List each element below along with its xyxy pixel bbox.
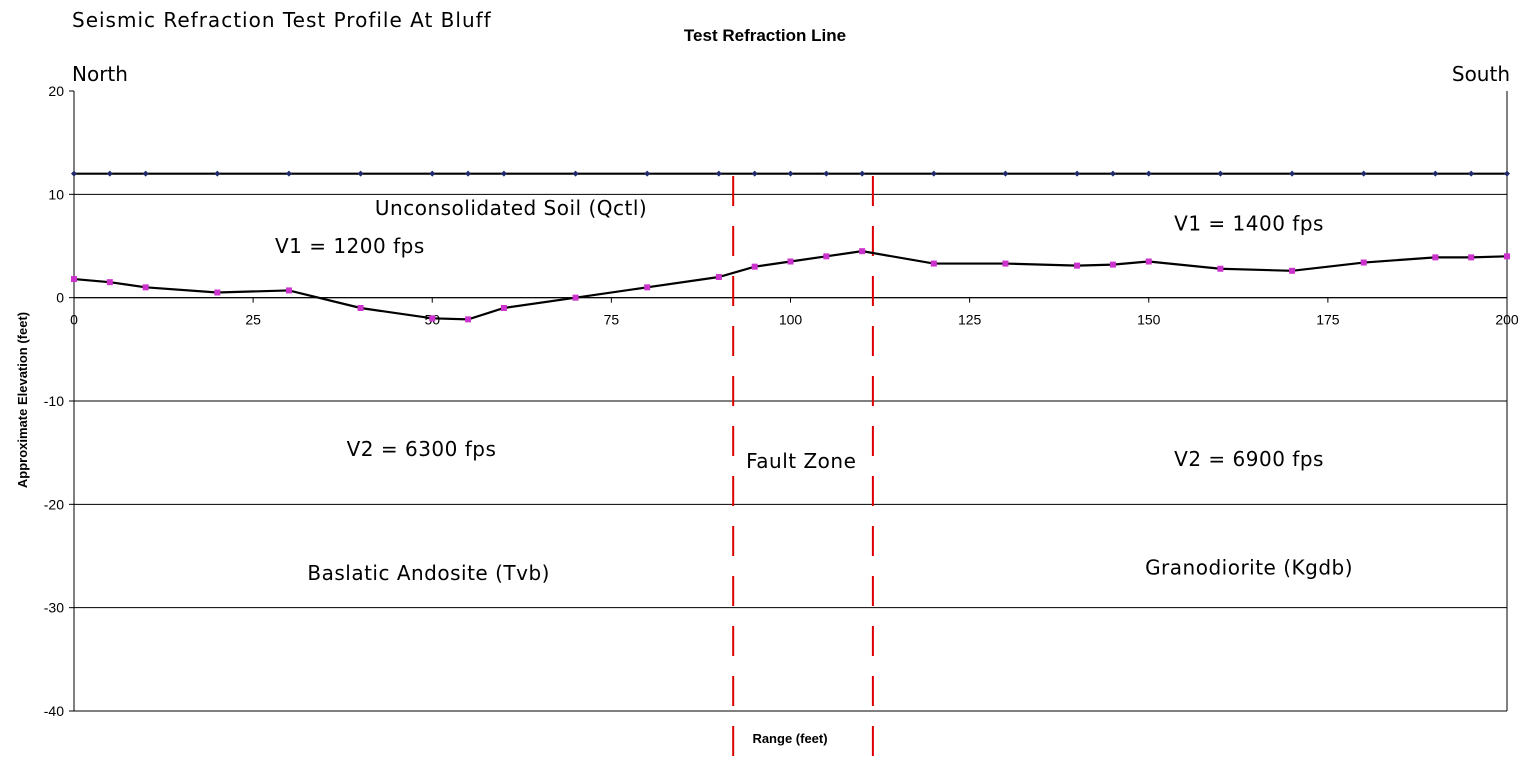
y-tick-label: 20: [48, 83, 64, 99]
y-tick-label: -30: [44, 600, 64, 616]
x-tick-label: 25: [245, 312, 261, 328]
data-point-2: [1289, 267, 1296, 274]
data-point-2: [859, 248, 866, 255]
x-tick-label: 0: [70, 312, 78, 328]
y-tick-label: 0: [56, 290, 64, 306]
data-point-1: [1145, 170, 1152, 177]
data-point-2: [357, 305, 364, 311]
data-point-1: [1432, 170, 1439, 177]
y-tick-label: -40: [44, 703, 64, 719]
data-point-2: [285, 287, 292, 294]
data-point-1: [715, 170, 722, 177]
data-point-2: [1504, 253, 1510, 260]
data-point-2: [715, 274, 722, 280]
data-point-2: [823, 253, 830, 260]
x-axis-title: Range (feet): [752, 731, 827, 746]
data-point-1: [357, 170, 364, 177]
x-tick-label: 200: [1495, 312, 1519, 328]
data-point-2: [1109, 261, 1116, 268]
data-point-1: [572, 170, 579, 177]
data-point-2: [1145, 258, 1152, 265]
data-point-1: [1217, 170, 1224, 177]
x-tick-label: 100: [779, 312, 803, 328]
annotation-label: Unconsolidated Soil (Qctl): [375, 196, 647, 220]
annotation-label: Baslatic Andosite (Tvb): [307, 561, 550, 585]
data-point-1: [142, 170, 149, 177]
data-point-2: [644, 284, 651, 291]
x-tick-label: 125: [958, 312, 982, 328]
data-point-1: [823, 170, 830, 177]
data-point-1: [1360, 170, 1367, 177]
y-tick-label: -20: [44, 496, 64, 512]
data-point-2: [751, 263, 758, 270]
data-point-2: [465, 316, 472, 323]
data-point-2: [71, 276, 77, 283]
direction-label-south: South: [1451, 62, 1510, 86]
annotation-label: V1 = 1400 fps: [1174, 212, 1324, 236]
page-title: Seismic Refraction Test Profile At Bluff: [72, 8, 492, 32]
data-point-2: [142, 284, 149, 291]
data-point-2: [500, 305, 507, 311]
data-point-2: [1217, 265, 1224, 272]
chart-title: Test Refraction Line: [683, 26, 847, 45]
annotation-label: V2 = 6300 fps: [347, 437, 497, 461]
data-point-1: [1468, 170, 1475, 177]
data-point-1: [500, 170, 507, 177]
data-point-1: [106, 170, 113, 177]
data-point-1: [285, 170, 292, 177]
direction-label-north: North: [72, 62, 128, 86]
data-point-1: [1002, 170, 1009, 177]
x-tick-label: 75: [604, 312, 620, 328]
data-point-1: [787, 170, 794, 177]
x-tick-label: 175: [1316, 312, 1340, 328]
data-point-1: [429, 170, 436, 177]
annotation-label: Fault Zone: [746, 449, 856, 473]
annotation-label: V2 = 6900 fps: [1174, 447, 1324, 471]
data-point-1: [859, 170, 866, 177]
data-point-1: [214, 170, 221, 177]
y-tick-label: 10: [48, 186, 64, 202]
data-point-2: [429, 315, 436, 322]
annotation-label: Granodiorite (Kgdb): [1145, 556, 1353, 580]
data-point-2: [572, 294, 579, 301]
data-point-1: [71, 170, 77, 177]
data-point-1: [1074, 170, 1081, 177]
data-point-1: [751, 170, 758, 177]
data-point-1: [1289, 170, 1296, 177]
y-axis-title: Approximate Elevation (feet): [15, 312, 30, 488]
data-point-1: [1109, 170, 1116, 177]
y-tick-label: -10: [44, 393, 64, 409]
data-point-2: [1074, 262, 1081, 269]
annotation-label: V1 = 1200 fps: [275, 234, 425, 258]
data-point-1: [465, 170, 472, 177]
data-point-2: [1432, 254, 1439, 261]
data-point-2: [787, 258, 794, 265]
data-point-2: [1360, 259, 1367, 266]
data-point-2: [1002, 260, 1009, 267]
data-point-2: [214, 289, 221, 296]
data-point-1: [930, 170, 937, 177]
data-point-1: [1504, 170, 1510, 177]
data-point-2: [106, 279, 113, 286]
x-tick-label: 150: [1137, 312, 1161, 328]
data-point-2: [1468, 254, 1475, 261]
data-point-2: [930, 260, 937, 267]
annotations: Unconsolidated Soil (Qctl) V1 = 1200 fps V…: [275, 196, 1353, 585]
data-point-1: [644, 170, 651, 177]
series: [71, 170, 1510, 323]
